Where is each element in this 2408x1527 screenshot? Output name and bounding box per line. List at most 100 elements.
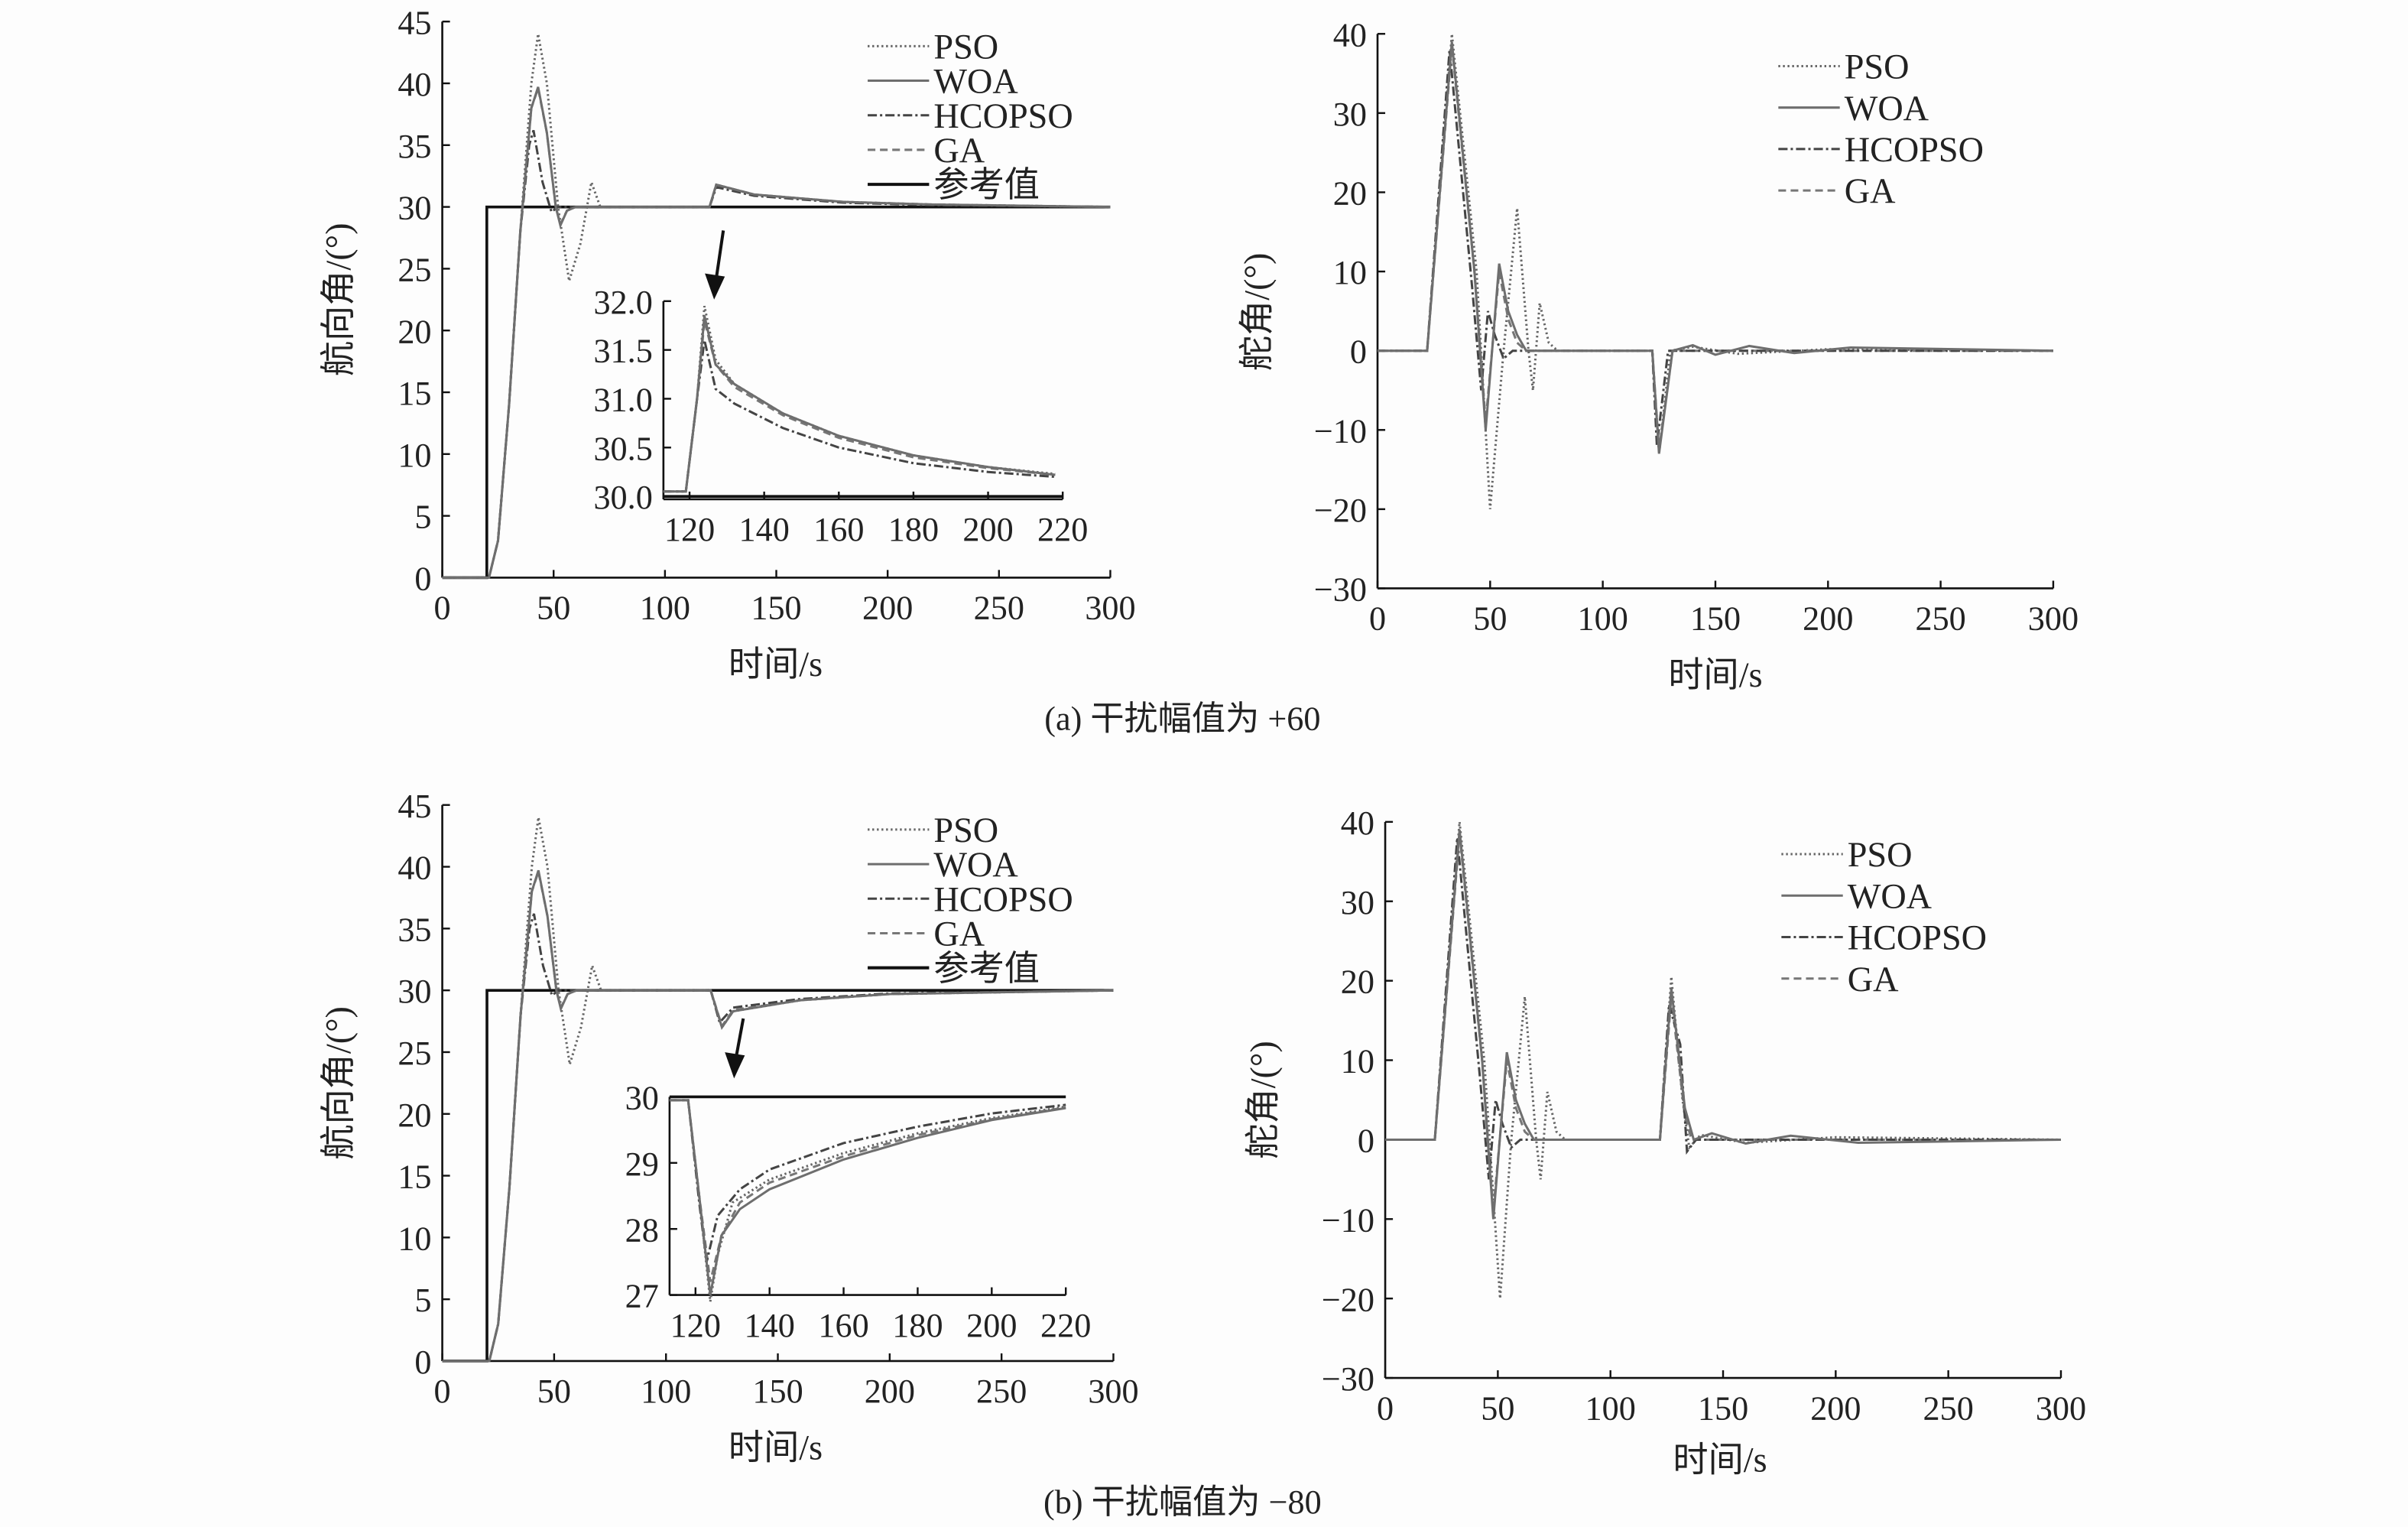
y-axis-label: 舵角/(°) xyxy=(1243,1041,1282,1158)
y-axis-label: 航向角/(°) xyxy=(319,1006,358,1160)
y-tick-label: 5 xyxy=(414,1282,431,1319)
series-line-woa xyxy=(1385,830,2062,1220)
series-line-hcopso xyxy=(669,1099,1066,1262)
zoom-arrow-b xyxy=(725,1018,745,1079)
series-line-woa xyxy=(663,315,1056,493)
y-tick-label: 10 xyxy=(1341,1043,1374,1080)
legend-label: 参考值 xyxy=(933,165,1040,204)
chart-heading-plus60: 0 50 100 150 200 250 300 0 5 10 15 20 25 30 35 40 45 时间/s… xyxy=(319,4,1136,684)
y-tick-label: 25 xyxy=(398,251,431,288)
y-axis-label: 航向角/(°) xyxy=(319,223,358,376)
x-tick-label: 50 xyxy=(1481,1389,1514,1427)
y-tick-label: 30 xyxy=(398,973,431,1010)
x-tick-label: 300 xyxy=(2036,1389,2086,1427)
zoom-arrow-a xyxy=(705,230,725,300)
series-line-woa xyxy=(669,1099,1066,1295)
x-axis-label: 时间/s xyxy=(1668,655,1762,694)
y-tick-label: 25 xyxy=(398,1035,431,1072)
y-tick-label: 20 xyxy=(398,1097,431,1134)
series-line-pso xyxy=(669,1099,1066,1302)
x-tick-label: 220 xyxy=(1037,511,1088,548)
y-tick-label: 0 xyxy=(1358,1122,1374,1159)
y-tick-label: −10 xyxy=(1322,1201,1374,1239)
y-tick-label: 29 xyxy=(625,1145,659,1183)
x-tick-label: 100 xyxy=(641,1373,691,1410)
series-line-pso xyxy=(1378,34,2053,509)
x-tick-label: 300 xyxy=(1085,590,1135,627)
x-tick-label: 0 xyxy=(1369,600,1386,638)
y-tick-label: 20 xyxy=(1333,175,1367,213)
x-tick-label: 100 xyxy=(640,590,690,627)
x-tick-label: 50 xyxy=(537,1373,571,1410)
y-tick-label: 15 xyxy=(398,375,431,412)
y-tick-label: 10 xyxy=(398,1220,431,1257)
y-tick-label: 30 xyxy=(1341,884,1374,921)
legend-label: HCOPSO xyxy=(1845,130,1984,169)
y-tick-label: 28 xyxy=(625,1211,659,1249)
y-tick-label: 35 xyxy=(398,128,431,165)
series-line-woa xyxy=(442,86,1111,579)
x-tick-label: 120 xyxy=(670,1307,721,1344)
x-tick-label: 0 xyxy=(434,1373,451,1410)
y-tick-label: 0 xyxy=(414,1343,431,1381)
x-axis-label: 时间/s xyxy=(729,645,823,684)
legend-label: GA xyxy=(1845,171,1896,210)
legend-label: HCOPSO xyxy=(933,96,1073,135)
caption-a: (a) 干扰幅值为 +60 xyxy=(1044,700,1320,737)
series-line-hcopso xyxy=(1385,837,2061,1180)
x-tick-label: 150 xyxy=(1698,1389,1748,1427)
y-tick-label: 0 xyxy=(414,560,431,597)
x-tick-label: 200 xyxy=(1803,600,1853,638)
x-tick-label: 120 xyxy=(664,511,715,548)
legend-label: PSO xyxy=(933,811,998,850)
legend-label: WOA xyxy=(933,845,1018,884)
x-tick-label: 250 xyxy=(976,1373,1027,1410)
x-tick-label: 100 xyxy=(1585,1389,1636,1427)
y-axis-label: 舵角/(°) xyxy=(1237,253,1276,371)
y-tick-label: 45 xyxy=(398,4,431,41)
x-tick-label: 0 xyxy=(1377,1389,1394,1427)
y-tick-label: −30 xyxy=(1314,571,1367,609)
x-tick-label: 140 xyxy=(739,511,790,548)
inset-background xyxy=(663,291,1063,499)
x-tick-label: 160 xyxy=(818,1307,868,1344)
y-tick-label: 40 xyxy=(1333,16,1367,54)
y-tick-label: 45 xyxy=(398,788,431,825)
x-tick-label: 180 xyxy=(888,511,939,548)
legend-label: 参考值 xyxy=(933,949,1040,988)
y-tick-label: 20 xyxy=(398,313,431,350)
series-line-hcopso xyxy=(442,913,1114,1363)
x-axis-label: 时间/s xyxy=(729,1428,823,1467)
legend-label: WOA xyxy=(933,62,1018,101)
x-tick-label: 250 xyxy=(1915,600,1965,638)
series-line-woa xyxy=(442,869,1114,1363)
chart-rudder-plus60: 0 50 100 150 200 250 300 −30 −20 −10 0 10 20 30 40 时间/s… xyxy=(1237,16,2079,694)
x-tick-label: 150 xyxy=(751,590,801,627)
legend-label: HCOPSO xyxy=(1848,918,1987,957)
x-tick-label: 220 xyxy=(1040,1307,1091,1344)
x-tick-label: 50 xyxy=(1473,600,1507,638)
chart-rudder-minus80: 0 50 100 150 200 250 300 −30 −20 −10 0 10 20 30 40 时间/s… xyxy=(1243,804,2086,1480)
y-tick-label: 20 xyxy=(1341,963,1374,1001)
x-tick-label: 200 xyxy=(966,1307,1017,1344)
legend-label: PSO xyxy=(933,27,998,66)
inset-background xyxy=(669,1087,1066,1295)
legend-label: PSO xyxy=(1845,47,1910,86)
legend-label: GA xyxy=(1848,960,1899,999)
y-tick-label: 32.0 xyxy=(593,284,652,321)
x-tick-label: 200 xyxy=(862,590,913,627)
x-tick-label: 180 xyxy=(892,1307,943,1344)
x-tick-label: 160 xyxy=(813,511,864,548)
y-tick-label: −10 xyxy=(1314,412,1367,450)
x-tick-label: 250 xyxy=(1923,1389,1974,1427)
legend-label: GA xyxy=(933,131,985,170)
y-tick-label: 30.5 xyxy=(593,430,652,467)
legend-label: WOA xyxy=(1845,89,1929,128)
y-tick-label: 30 xyxy=(398,190,431,227)
x-tick-label: 50 xyxy=(537,590,570,627)
y-tick-label: 30.0 xyxy=(593,479,652,516)
